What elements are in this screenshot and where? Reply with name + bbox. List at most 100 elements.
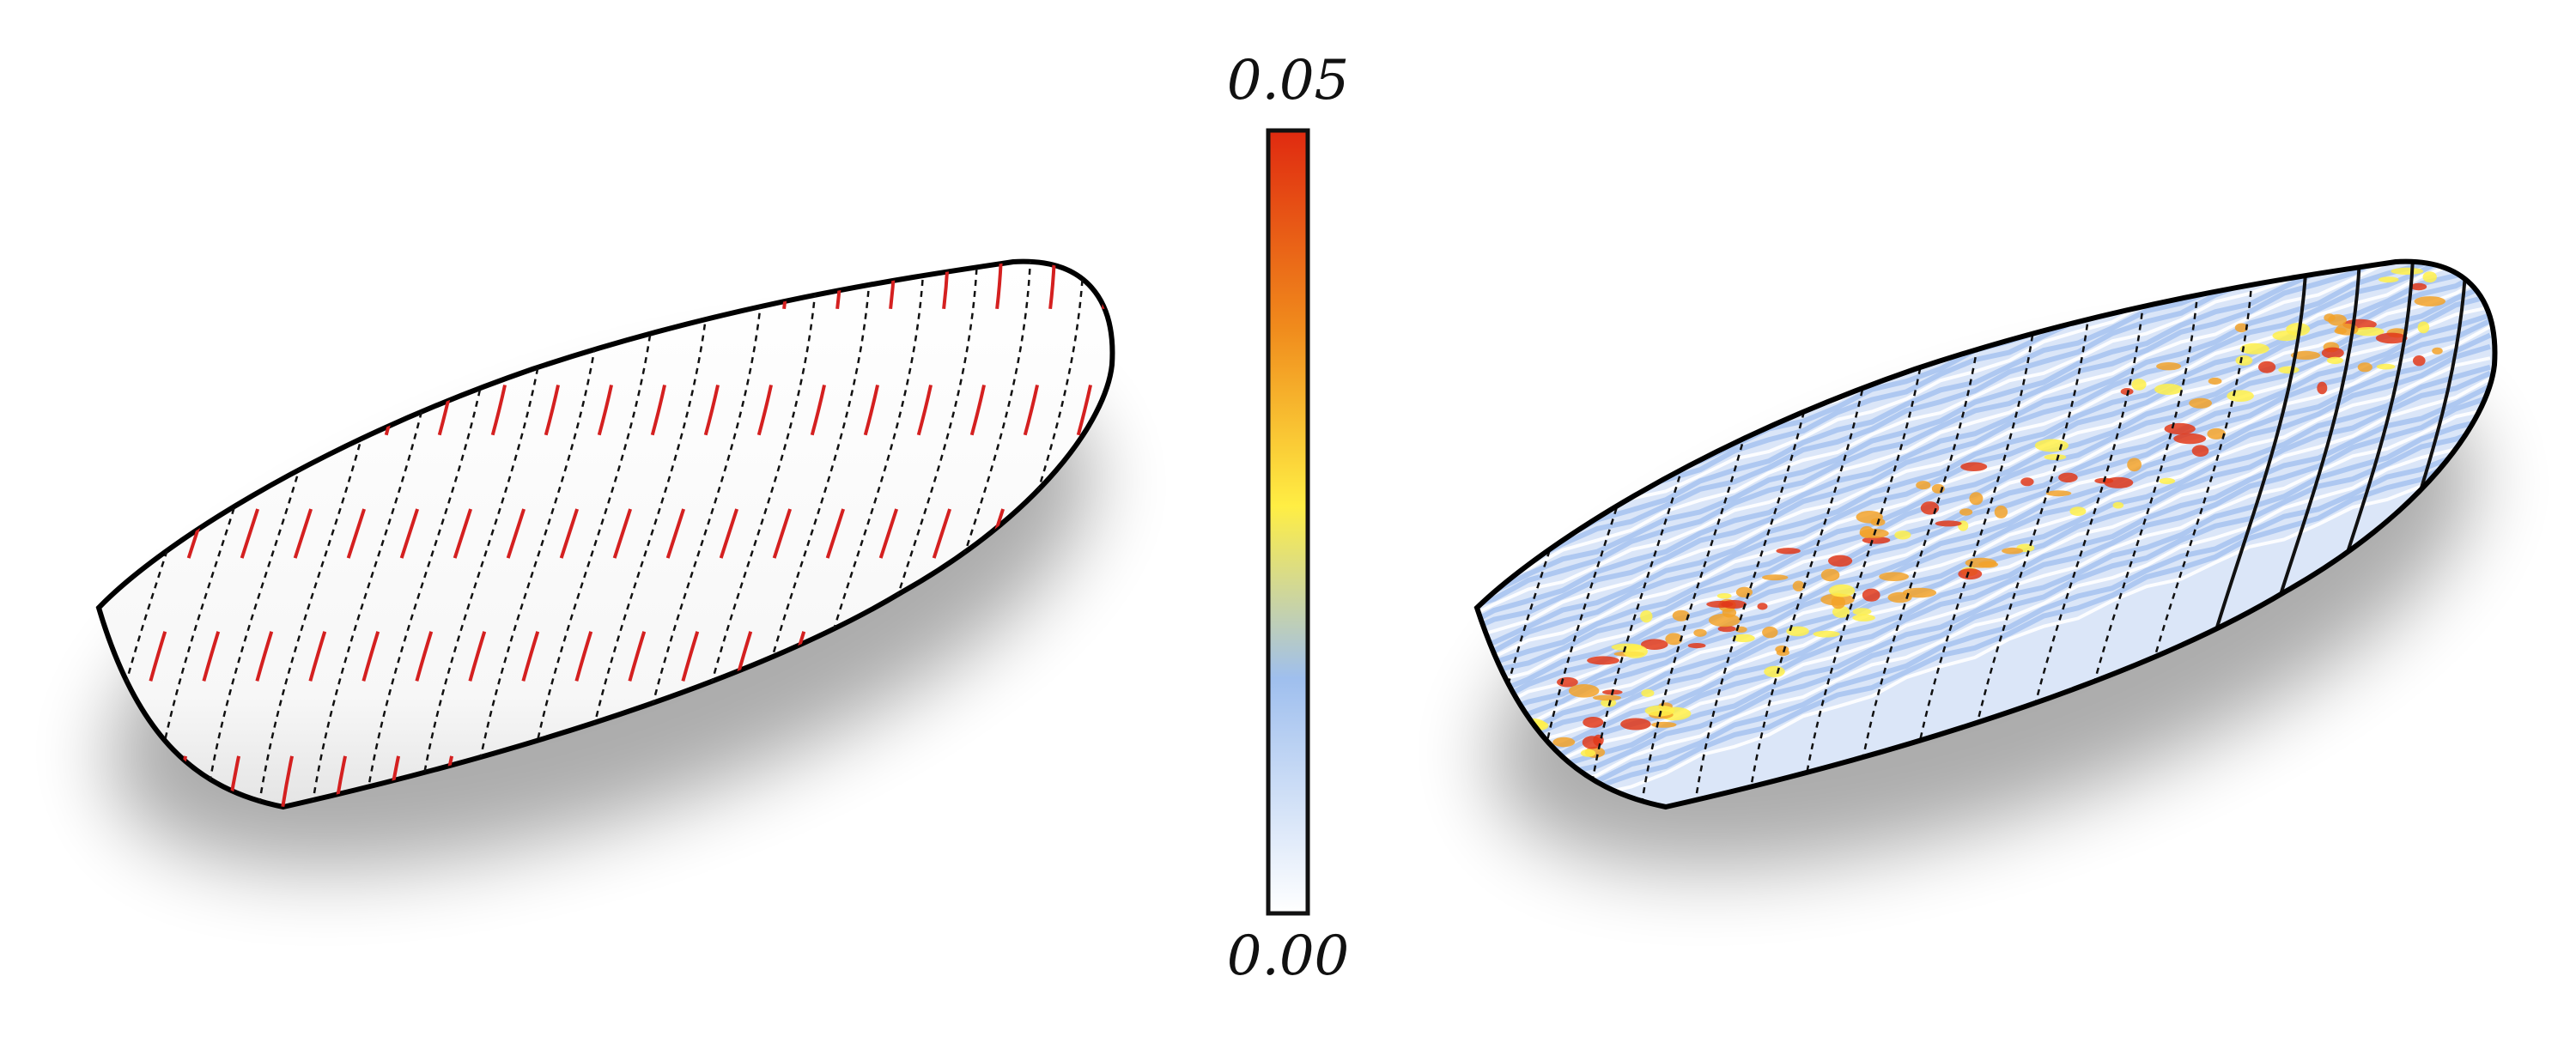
- deviation-hotspot: [2357, 362, 2372, 373]
- deviation-hotspot: [1994, 505, 2008, 518]
- seam-line: [1795, 261, 1935, 807]
- seam-gap-highlight: [329, 261, 471, 807]
- deviation-hotspot: [1665, 633, 1683, 646]
- deviation-hotspot: [2131, 379, 2147, 391]
- colorbar: 0.05 0.00: [1227, 49, 1350, 988]
- deviation-hotspot: [2413, 355, 2426, 367]
- seam-line: [252, 261, 393, 807]
- deviation-hotspot: [1580, 749, 1596, 757]
- seam-gap-highlight: [755, 261, 896, 807]
- seam-line: [732, 261, 872, 807]
- texture-band: [1477, 261, 2492, 615]
- texture-band: [1460, 0, 2490, 258]
- texture-band: [1477, 261, 2491, 625]
- deviation-hotspot: [1735, 586, 1753, 598]
- texture-band: [1477, 273, 2491, 676]
- texture-band: [1477, 261, 2491, 266]
- deviation-hotspot: [2154, 384, 2183, 395]
- deviation-hotspot: [2207, 427, 2226, 440]
- deviation-hotspot: [1732, 634, 1755, 643]
- deviation-hotspot: [1644, 705, 1675, 717]
- deviation-hotspot: [1623, 645, 1648, 658]
- deviation-hotspot: [1859, 525, 1874, 538]
- deviation-hotspot: [1775, 645, 1789, 653]
- deviation-hotspot: [2328, 314, 2347, 326]
- deviation-hotspot: [1601, 698, 1617, 707]
- texture-band: [1477, 261, 2491, 286]
- deviation-hotspot: [1813, 630, 1840, 638]
- right-model: [1460, 0, 2498, 870]
- texture-band: [1477, 261, 2491, 637]
- seam-line: [891, 261, 1032, 807]
- seam-gap-highlight: [542, 261, 683, 807]
- seam-gap-highlight: [435, 261, 577, 807]
- texture-band: [1477, 371, 2492, 765]
- deviation-hotspot: [1828, 555, 1853, 567]
- deviation-hotspot: [1583, 717, 1604, 728]
- deviation-hotspot: [1902, 587, 1937, 598]
- deviation-hotspot: [1879, 572, 1910, 581]
- deviation-hotspot: [2353, 327, 2385, 336]
- deviation-hotspot: [2156, 362, 2182, 371]
- deviation-hotspot: [1969, 492, 1984, 506]
- seam-line: [412, 261, 553, 807]
- deviation-hotspot: [1852, 608, 1872, 615]
- seam-gap-highlight: [595, 261, 737, 807]
- deviation-hotspot: [1716, 593, 1732, 599]
- deviation-hotspot: [1916, 481, 1931, 490]
- deviation-hotspot: [1757, 603, 1768, 610]
- deviation-hotspot: [1762, 574, 1789, 581]
- seam-line: [572, 261, 713, 807]
- deviation-hotspot: [2394, 249, 2425, 260]
- texture-band: [1477, 324, 2491, 726]
- seam-gap-highlight: [116, 261, 258, 807]
- colorbar-gradient: [1266, 128, 1310, 916]
- deviation-hotspot: [1592, 694, 1622, 701]
- seam-gap-highlight: [276, 261, 417, 807]
- seam-gap-highlight: [382, 261, 524, 807]
- texture-band: [1477, 356, 2491, 747]
- deviation-hotspot: [2376, 363, 2396, 370]
- seam-line: [678, 261, 819, 807]
- texture-band: [1477, 261, 2492, 308]
- deviation-hotspot: [2235, 355, 2253, 366]
- deviation-hotspot: [1651, 721, 1677, 728]
- seam-line: [2008, 261, 2148, 807]
- deviation-hotspot: [1776, 548, 1801, 555]
- deviation-hotspot: [1862, 588, 1880, 602]
- deviation-hotspot: [2002, 547, 2024, 555]
- deviation-hotspot: [2164, 422, 2196, 435]
- seam-line: [519, 261, 659, 807]
- deviation-hotspot: [2069, 506, 2087, 516]
- deviation-hotspot: [2058, 472, 2078, 482]
- deviation-hotspot: [2378, 276, 2399, 283]
- texture-band: [1477, 377, 2491, 777]
- deviation-hotspot: [2321, 347, 2344, 359]
- seam-line: [359, 261, 500, 807]
- texture-band: [1477, 435, 2492, 807]
- deviation-hotspot: [2045, 490, 2072, 497]
- deviation-hotspot: [1687, 643, 1706, 649]
- deviation-hotspot: [1786, 626, 1809, 637]
- texture-band: [1477, 261, 2492, 300]
- deviation-hotspot: [2258, 361, 2276, 373]
- deviation-hotspot: [2173, 433, 2207, 445]
- texture-band: [1477, 261, 2491, 581]
- texture-band: [1477, 305, 2491, 695]
- texture-band: [1477, 265, 2492, 665]
- texture-band: [1477, 261, 2492, 652]
- seam-gap-highlight: [169, 261, 311, 807]
- seam-line: [1954, 261, 2095, 807]
- deviation-hotspot: [2189, 397, 2213, 409]
- deviation-hotspot: [2234, 323, 2248, 333]
- deviation-hotspot: [1960, 462, 1988, 471]
- deviation-hotspot: [2410, 282, 2427, 291]
- texture-band: [1477, 261, 2492, 275]
- deviation-hotspot: [1958, 568, 1983, 580]
- deviation-hotspot: [1764, 665, 1785, 678]
- deviation-hotspot: [2112, 501, 2124, 509]
- deviation-hotspot: [1640, 610, 1653, 623]
- deviation-hotspot: [1620, 718, 1651, 731]
- seam-gap-highlight: [702, 261, 843, 807]
- seam-line: [1635, 261, 1776, 807]
